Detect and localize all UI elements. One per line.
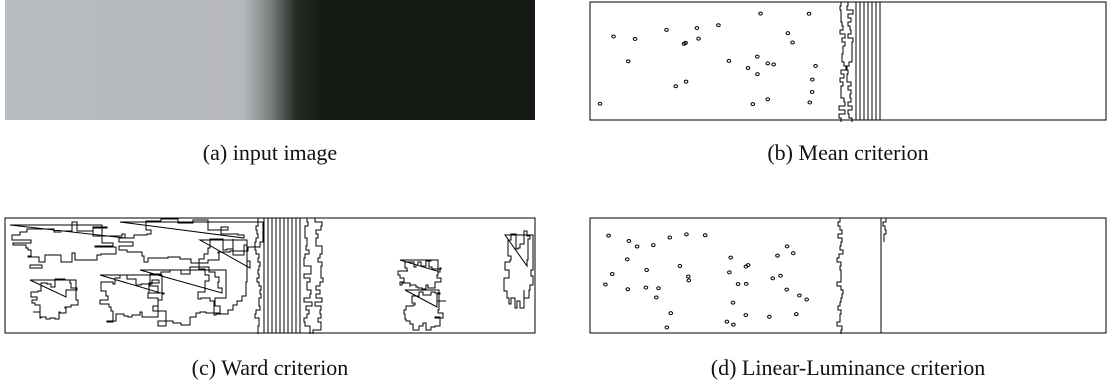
ward-criterion-image [5,218,535,334]
caption: (d) Linear-Luminance criterion [711,355,985,380]
mean-criterion-image [590,2,1106,122]
input-image [5,0,535,120]
caption: (c) Ward criterion [192,355,349,380]
caption: (b) Mean criterion [767,140,928,165]
linear-luminance-criterion-image [590,218,1106,334]
page: (a) input image (b) Mean criterion (c) W… [0,0,1112,385]
figure: (a) input image (b) Mean criterion (c) W… [0,0,1112,385]
caption: (a) input image [203,140,337,165]
